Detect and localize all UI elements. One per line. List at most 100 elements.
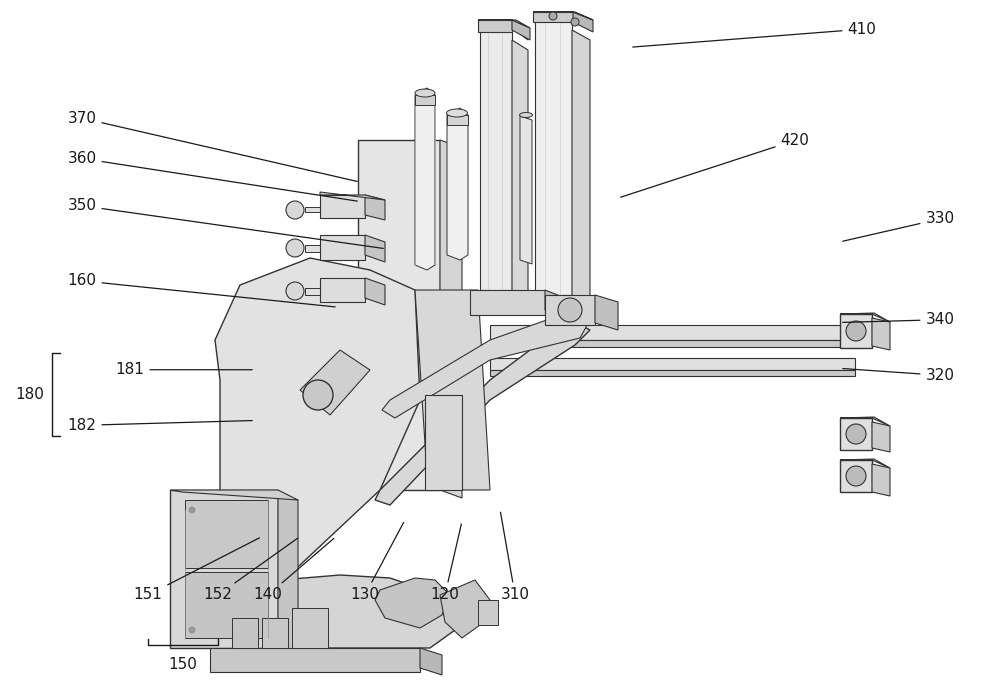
Polygon shape — [358, 140, 440, 490]
Polygon shape — [375, 320, 590, 505]
Polygon shape — [232, 618, 258, 648]
Circle shape — [189, 627, 195, 633]
Polygon shape — [305, 245, 365, 252]
Circle shape — [189, 507, 195, 513]
Text: 370: 370 — [68, 111, 357, 181]
Polygon shape — [300, 350, 370, 415]
Polygon shape — [840, 459, 890, 468]
Polygon shape — [478, 20, 530, 28]
Polygon shape — [512, 40, 528, 300]
Polygon shape — [872, 318, 890, 350]
Polygon shape — [292, 608, 328, 648]
Polygon shape — [320, 195, 365, 218]
Polygon shape — [195, 575, 455, 648]
Polygon shape — [490, 370, 855, 376]
Text: 330: 330 — [843, 211, 955, 241]
Polygon shape — [170, 490, 278, 648]
Polygon shape — [535, 20, 572, 295]
Polygon shape — [447, 115, 468, 125]
Polygon shape — [478, 600, 498, 625]
Text: 350: 350 — [68, 198, 383, 248]
Polygon shape — [520, 116, 532, 264]
Polygon shape — [365, 278, 385, 305]
Polygon shape — [262, 618, 288, 648]
Polygon shape — [415, 290, 490, 490]
Polygon shape — [480, 28, 528, 40]
Polygon shape — [170, 490, 298, 500]
Text: 310: 310 — [500, 512, 530, 603]
Ellipse shape — [446, 109, 468, 117]
Circle shape — [846, 321, 866, 341]
Text: 152: 152 — [204, 538, 298, 603]
Polygon shape — [365, 235, 385, 262]
Polygon shape — [447, 108, 468, 260]
Polygon shape — [420, 648, 442, 675]
Polygon shape — [215, 258, 420, 640]
Text: 182: 182 — [68, 418, 252, 433]
Polygon shape — [855, 325, 870, 344]
Polygon shape — [490, 325, 855, 340]
Text: 340: 340 — [843, 312, 954, 327]
Circle shape — [286, 239, 304, 257]
Polygon shape — [840, 417, 890, 426]
Polygon shape — [320, 235, 365, 260]
Text: 320: 320 — [843, 368, 954, 383]
Text: 140: 140 — [254, 539, 334, 603]
Polygon shape — [415, 95, 435, 105]
Circle shape — [286, 282, 304, 300]
Text: 130: 130 — [351, 523, 404, 603]
Circle shape — [286, 201, 304, 219]
Polygon shape — [840, 313, 890, 322]
Polygon shape — [365, 195, 385, 220]
Polygon shape — [573, 12, 593, 32]
Text: 160: 160 — [68, 273, 335, 307]
Polygon shape — [478, 20, 512, 32]
Polygon shape — [210, 648, 420, 672]
Polygon shape — [382, 310, 590, 418]
Text: 420: 420 — [621, 133, 809, 197]
Polygon shape — [872, 464, 890, 496]
Polygon shape — [185, 500, 268, 568]
Polygon shape — [840, 460, 872, 492]
Polygon shape — [375, 578, 450, 628]
Polygon shape — [490, 358, 855, 370]
Polygon shape — [440, 580, 490, 638]
Text: 180: 180 — [16, 387, 44, 402]
Polygon shape — [512, 20, 530, 40]
Polygon shape — [425, 395, 462, 490]
Polygon shape — [185, 572, 268, 638]
Ellipse shape — [520, 113, 532, 117]
Circle shape — [303, 380, 333, 410]
Text: 120: 120 — [431, 524, 461, 603]
Polygon shape — [470, 290, 545, 315]
Text: 410: 410 — [633, 22, 876, 47]
Polygon shape — [595, 295, 618, 330]
Polygon shape — [840, 314, 872, 348]
Polygon shape — [533, 12, 593, 20]
Polygon shape — [320, 278, 365, 302]
Polygon shape — [320, 192, 385, 200]
Polygon shape — [415, 88, 435, 270]
Polygon shape — [535, 20, 590, 30]
Text: 151: 151 — [134, 538, 260, 603]
Circle shape — [549, 12, 557, 20]
Polygon shape — [480, 28, 512, 290]
Circle shape — [846, 466, 866, 486]
Text: 181: 181 — [116, 362, 252, 377]
Polygon shape — [278, 494, 298, 652]
Polygon shape — [440, 140, 462, 498]
Polygon shape — [305, 288, 365, 295]
Polygon shape — [545, 290, 565, 318]
Circle shape — [558, 298, 582, 322]
Ellipse shape — [415, 89, 435, 97]
Polygon shape — [872, 422, 890, 452]
Circle shape — [571, 18, 579, 26]
Text: 150: 150 — [169, 657, 197, 672]
Polygon shape — [840, 418, 872, 450]
Text: 360: 360 — [67, 151, 357, 201]
Polygon shape — [490, 340, 855, 347]
Polygon shape — [545, 295, 595, 325]
Polygon shape — [572, 30, 590, 305]
Polygon shape — [533, 12, 573, 22]
Circle shape — [846, 424, 866, 444]
